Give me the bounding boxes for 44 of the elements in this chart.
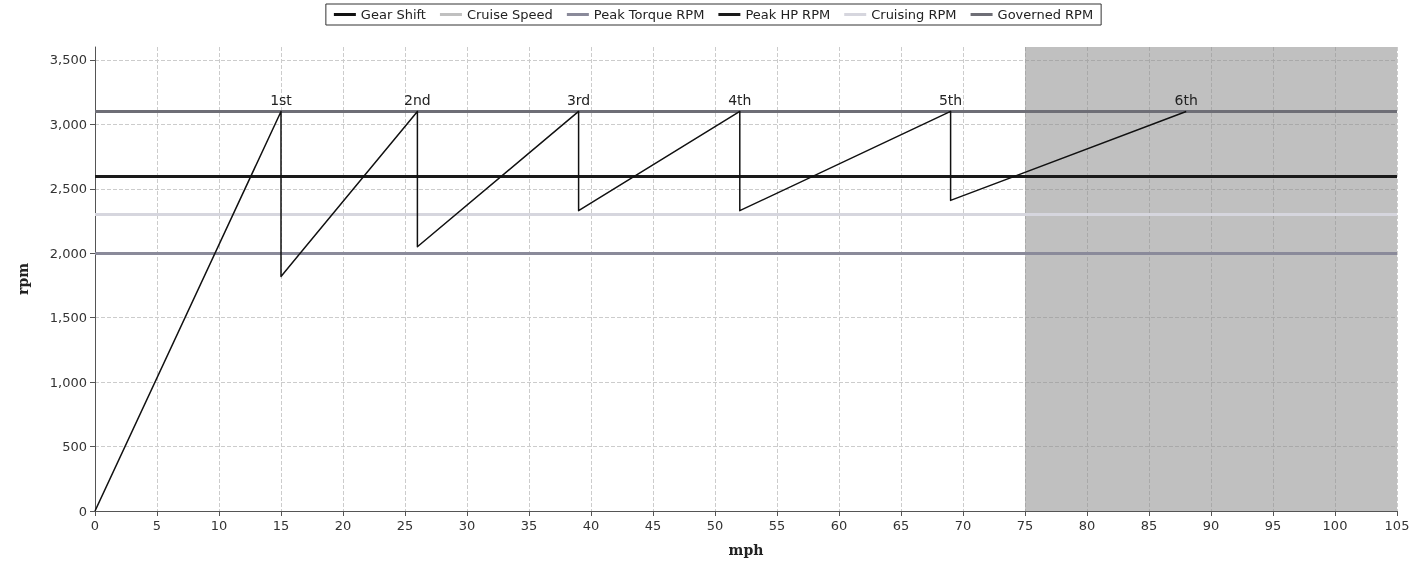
annotation: 2nd — [404, 92, 431, 109]
x-tick-label: 40 — [582, 518, 600, 533]
annotation: 4th — [728, 92, 752, 109]
x-tick-label: 85 — [1140, 518, 1158, 533]
x-tick-label: 5 — [152, 518, 162, 533]
x-axis-title: mph — [728, 542, 764, 558]
x-tick-label: 25 — [396, 518, 414, 533]
x-tick-label: 20 — [334, 518, 352, 533]
x-tick-label: 100 — [1322, 518, 1348, 533]
x-tick-label: 0 — [90, 518, 100, 533]
legend-label: Gear Shift — [360, 7, 426, 22]
y-tick-label: 2,500 — [49, 181, 87, 197]
y-tick-label: 2,000 — [49, 245, 87, 261]
legend-label: Peak Torque RPM — [593, 7, 705, 22]
legend-label: Governed RPM — [997, 7, 1094, 22]
x-tick-label: 60 — [830, 518, 848, 533]
x-tick-label: 10 — [210, 518, 228, 533]
x-tick-label: 30 — [458, 518, 476, 533]
x-tick-label: 65 — [892, 518, 910, 533]
x-tick-label: 15 — [272, 518, 290, 533]
x-tick-label: 35 — [520, 518, 538, 533]
y-tick-label: 1,000 — [49, 374, 87, 390]
y-tick-label: 500 — [62, 439, 87, 455]
x-tick-label: 55 — [768, 518, 786, 533]
y-tick-label: 3,000 — [49, 116, 87, 132]
legend-label: Cruise Speed — [466, 7, 553, 22]
legend-label: Cruising RPM — [871, 7, 957, 22]
legend-label: Peak HP RPM — [745, 7, 831, 22]
y-tick-label: 1,500 — [49, 310, 87, 326]
x-tick-label: 50 — [706, 518, 724, 533]
x-tick-label: 95 — [1264, 518, 1282, 533]
annotation: 3rd — [566, 92, 591, 109]
x-tick-label: 105 — [1384, 518, 1410, 533]
x-tick-label: 80 — [1078, 518, 1096, 533]
x-tick-label: 75 — [1016, 518, 1034, 533]
x-tick-label: 45 — [644, 518, 662, 533]
y-axis-title: rpm — [15, 262, 31, 295]
x-tick-label: 70 — [954, 518, 972, 533]
annotation: 1st — [270, 92, 293, 109]
y-tick-label: 0 — [78, 503, 87, 519]
annotation: 5th — [938, 92, 963, 109]
x-tick-label: 90 — [1202, 518, 1220, 533]
annotation: 6th — [1174, 92, 1198, 109]
y-tick-label: 3,500 — [49, 52, 87, 68]
